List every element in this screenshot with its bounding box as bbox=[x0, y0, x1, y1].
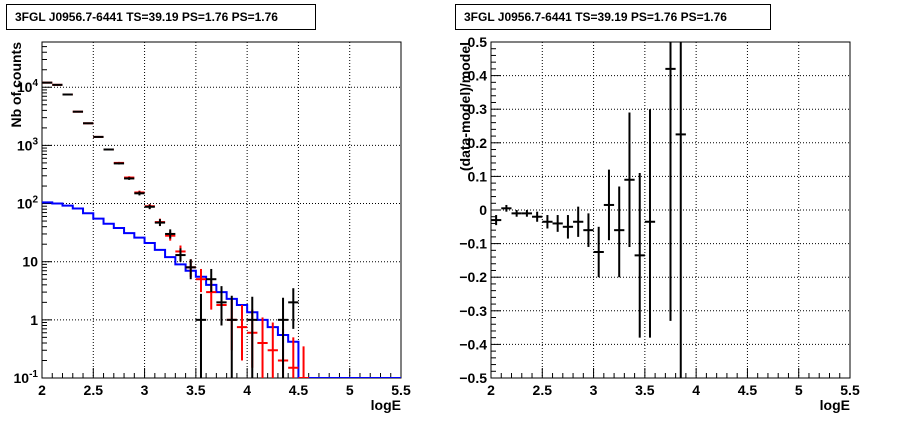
residual-point bbox=[644, 109, 656, 338]
data-count-point bbox=[226, 295, 237, 378]
x-axis-title: logE bbox=[820, 397, 850, 413]
data-count-point bbox=[62, 93, 73, 96]
y-tick-label: −0.2 bbox=[459, 269, 487, 285]
residual-point bbox=[665, 42, 676, 321]
model-count-point bbox=[195, 268, 207, 293]
x-tick-label: 4 bbox=[243, 382, 251, 398]
data-count-point bbox=[154, 219, 166, 227]
residual-point bbox=[552, 215, 563, 232]
x-axis-title: logE bbox=[371, 397, 401, 413]
residual-point bbox=[521, 210, 533, 217]
x-tick-label: 3.5 bbox=[186, 382, 206, 398]
residual-point bbox=[501, 204, 512, 212]
data-count-point bbox=[165, 229, 176, 239]
data-count-point bbox=[247, 296, 258, 378]
data-count-point bbox=[93, 135, 104, 138]
residual-point bbox=[491, 215, 502, 226]
data-count-point bbox=[144, 204, 155, 210]
residual-point bbox=[593, 226, 604, 278]
y-tick-label: 104 bbox=[17, 78, 39, 95]
data-count-point bbox=[288, 288, 299, 329]
y-tick-label: 103 bbox=[17, 136, 39, 153]
plot-frame bbox=[41, 41, 402, 379]
y-tick-label: −0.3 bbox=[459, 303, 487, 319]
y-tick-label: 0.1 bbox=[468, 168, 488, 184]
model-count-point bbox=[257, 317, 268, 378]
data-count-point bbox=[185, 259, 196, 280]
model-count-point bbox=[267, 322, 278, 378]
data-count-point bbox=[113, 162, 125, 165]
residual-point bbox=[614, 186, 625, 278]
x-tick-label: 3.5 bbox=[635, 382, 655, 398]
y-tick-label: 1 bbox=[30, 312, 38, 328]
residual-point bbox=[634, 173, 645, 338]
model-count-point bbox=[298, 346, 309, 378]
y-tick-label: 0.4 bbox=[468, 68, 488, 84]
y-axis-title: (data-model)/model bbox=[457, 42, 473, 171]
x-tick-label: 2.5 bbox=[533, 382, 553, 398]
data-count-point bbox=[103, 148, 114, 151]
data-count-point bbox=[195, 293, 207, 378]
chart-title: 3FGL J0956.7-6441 TS=39.19 PS=1.76 PS=1.… bbox=[6, 4, 316, 30]
y-tick-label: 0 bbox=[479, 202, 487, 218]
data-layer bbox=[42, 81, 401, 378]
model-step-line bbox=[42, 201, 401, 378]
model-count-point bbox=[288, 337, 299, 378]
x-tick-label: 3 bbox=[590, 382, 598, 398]
residual-point bbox=[573, 206, 584, 237]
y-tick-label: 0.3 bbox=[468, 101, 488, 117]
model-count-point bbox=[236, 305, 248, 361]
residual-point bbox=[624, 112, 635, 247]
x-tick-label: 3 bbox=[141, 382, 149, 398]
data-count-point bbox=[42, 81, 53, 84]
residuals-panel: 2 2.5 3 3.5 4 4.5 5 5.5 −0.5 −0.4 −0.3 −0.2 −0.1 0 0.1… bbox=[449, 0, 898, 421]
y-tick-label: 10-1 bbox=[14, 369, 39, 386]
data-count-point bbox=[216, 286, 227, 326]
y-tick-label: 0.2 bbox=[468, 135, 488, 151]
chart-title: 3FGL J0956.7-6441 TS=39.19 PS=1.76 PS=1.… bbox=[455, 4, 771, 30]
x-tick-label: 5.5 bbox=[391, 382, 411, 398]
data-count-point bbox=[124, 177, 135, 180]
y-tick-label: 10 bbox=[22, 254, 38, 270]
x-tick-label: 2 bbox=[487, 382, 495, 398]
data-count-point bbox=[175, 248, 186, 262]
data-count-point bbox=[72, 110, 84, 113]
data-layer bbox=[491, 42, 686, 378]
y-axis-title: Nb of counts bbox=[8, 42, 24, 128]
x-tick-label: 4.5 bbox=[738, 382, 758, 398]
data-count-point bbox=[277, 297, 289, 378]
residual-point bbox=[511, 210, 522, 217]
residual-point bbox=[562, 215, 574, 239]
data-count-point bbox=[134, 191, 145, 196]
counts-spectrum-plot: 2 2.5 3 3.5 4 4.5 5 5.5 10-1 1 10 102 103 104 logE Nb o… bbox=[8, 41, 411, 413]
x-tick-label: 2 bbox=[38, 382, 46, 398]
y-tick-label: −0.1 bbox=[459, 236, 487, 252]
y-tick-label: 102 bbox=[17, 195, 39, 212]
x-tick-label: 5.5 bbox=[840, 382, 860, 398]
y-tick-label: 0.5 bbox=[468, 34, 488, 50]
residuals-plot: 2 2.5 3 3.5 4 4.5 5 5.5 −0.5 −0.4 −0.3 −0.2 −0.1 0 0.1… bbox=[457, 34, 860, 413]
x-tick-label: 5 bbox=[346, 382, 354, 398]
residual-point bbox=[583, 213, 594, 247]
x-tick-label: 5 bbox=[795, 382, 803, 398]
residual-point bbox=[542, 215, 553, 229]
x-tick-label: 2.5 bbox=[84, 382, 104, 398]
data-count-point bbox=[83, 122, 94, 125]
y-tick-label: −0.4 bbox=[459, 336, 487, 352]
y-tick-label: −0.5 bbox=[459, 370, 487, 386]
residual-point bbox=[603, 169, 615, 241]
residual-point bbox=[675, 42, 686, 378]
residual-point bbox=[532, 211, 543, 222]
counts-spectrum-panel: 2 2.5 3 3.5 4 4.5 5 5.5 10-1 1 10 102 103 104 logE Nb o… bbox=[6, 4, 411, 413]
data-count-point bbox=[206, 268, 217, 293]
x-tick-label: 4 bbox=[692, 382, 700, 398]
x-tick-label: 4.5 bbox=[289, 382, 309, 398]
data-count-point bbox=[52, 83, 63, 86]
